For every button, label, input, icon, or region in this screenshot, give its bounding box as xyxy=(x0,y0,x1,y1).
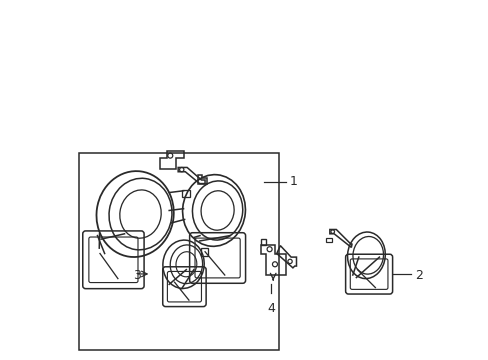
Bar xyxy=(79,153,278,350)
Text: 3: 3 xyxy=(132,269,140,282)
Bar xyxy=(325,238,331,242)
Text: 2: 2 xyxy=(414,269,422,282)
Text: 1: 1 xyxy=(289,175,297,188)
Text: 4: 4 xyxy=(267,302,275,315)
Bar xyxy=(201,248,207,256)
Bar xyxy=(182,190,189,197)
